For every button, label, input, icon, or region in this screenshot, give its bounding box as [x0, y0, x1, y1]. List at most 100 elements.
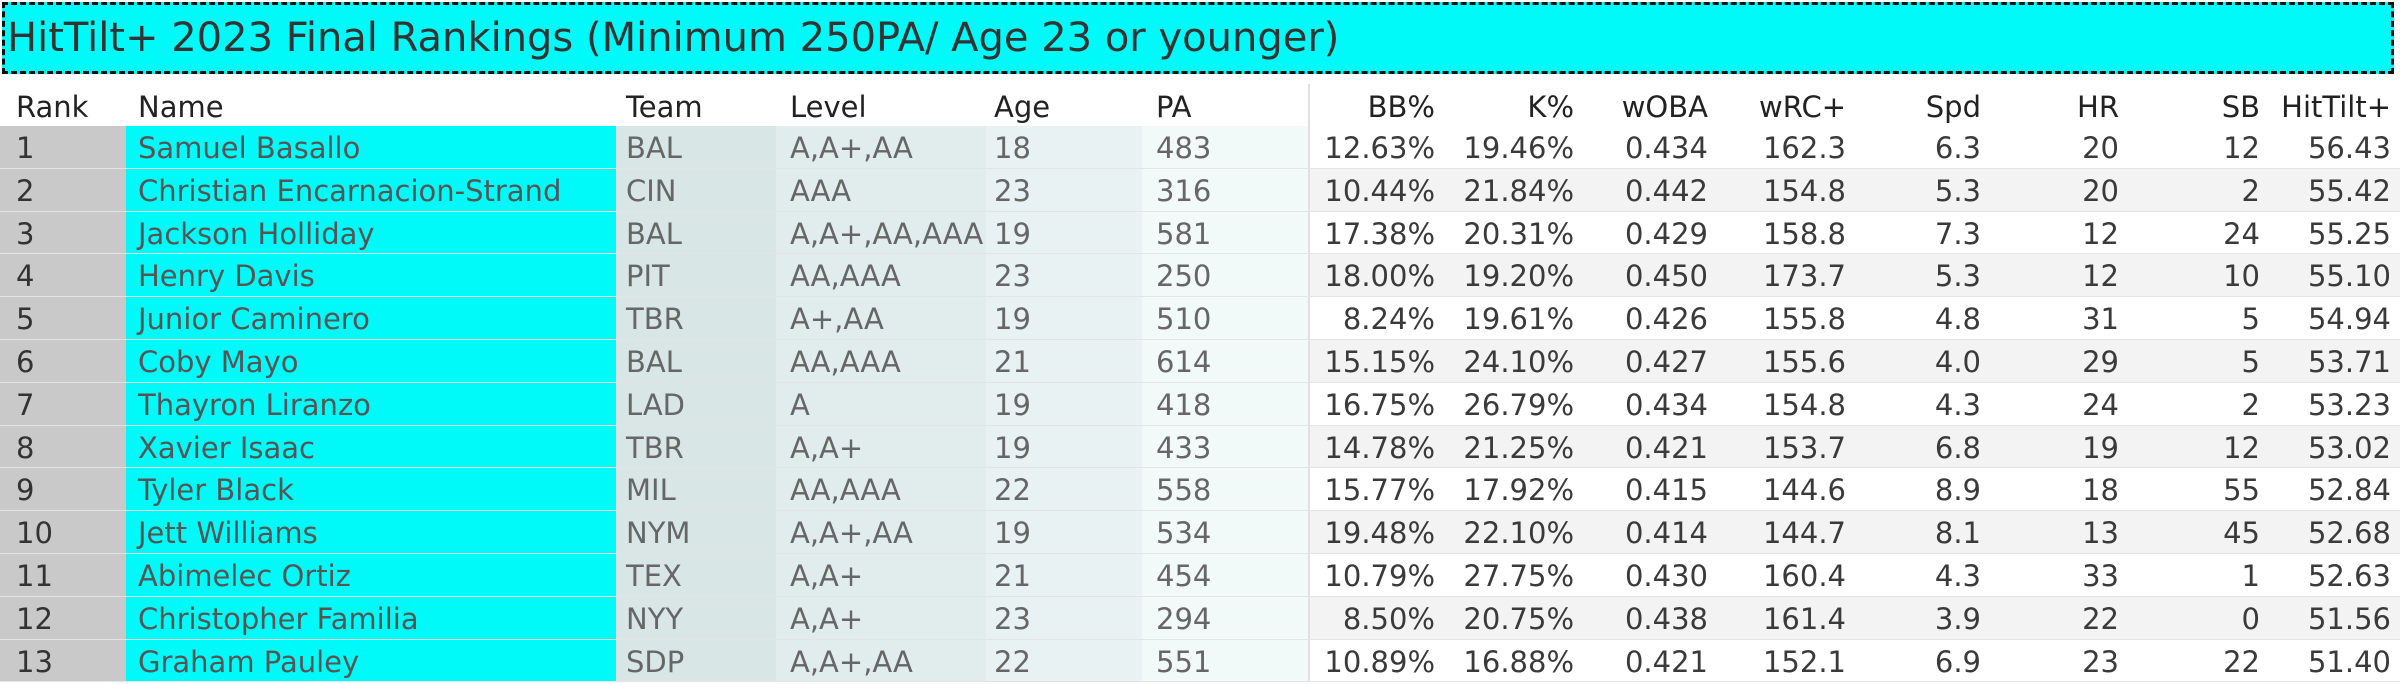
team-cell-text: CIN	[626, 173, 677, 208]
bg-level-cell	[776, 211, 986, 254]
wrc-plus-cell-text: 160.4	[1762, 558, 1846, 593]
table-row[interactable]: 5 Junior Caminero TBR A+,AA 19 510 8.24% 19.61%…	[0, 297, 2400, 340]
table-row[interactable]: 4 Henry Davis PIT AA,AAA 23 250 18.00% 19.20% 0.…	[0, 254, 2400, 298]
column-header-hittilt-plus[interactable]: HitTilt+	[2281, 90, 2391, 124]
team-cell-text: PIT	[626, 259, 670, 294]
name-cell-text: Graham Pauley	[138, 644, 360, 679]
level-cell-text: A	[790, 387, 810, 422]
woba-cell-text: 0.427	[1624, 344, 1708, 379]
bg-name-cell	[126, 254, 616, 297]
bg-stats-cell	[1310, 425, 2400, 468]
hr-cell-text: 23	[2082, 644, 2119, 679]
bg-level-cell	[776, 468, 986, 511]
bg-level-cell	[776, 339, 986, 382]
bg-level-cell	[776, 254, 986, 297]
bg-pa-cell	[1142, 168, 1308, 211]
bg-age-cell	[986, 254, 1142, 297]
table-row[interactable]: 7 Thayron Liranzo LAD A 19 418 16.75% 26.79% 0.4…	[0, 382, 2400, 426]
table-row[interactable]: 2 Christian Encarnacion-Strand CIN AAA 23 316…	[0, 168, 2400, 212]
sb-cell-text: 10	[2223, 259, 2260, 294]
column-header-wrc-plus[interactable]: wRC+	[1759, 90, 1846, 124]
woba-cell-text: 0.450	[1624, 259, 1708, 294]
table-row[interactable]: 3 Jackson Holliday BAL A,A+,AA,AAA 19 581 17.3…	[0, 211, 2400, 255]
bg-level-cell	[776, 553, 986, 596]
column-header-hr[interactable]: HR	[2077, 90, 2119, 124]
sb-cell-text: 22	[2223, 644, 2260, 679]
pa-cell-text: 510	[1156, 302, 1212, 337]
column-header-spd[interactable]: Spd	[1925, 90, 1981, 124]
level-cell-text: A,A+,AA	[790, 516, 913, 551]
column-header-k-pct[interactable]: K%	[1527, 90, 1574, 124]
team-cell-text: TEX	[626, 558, 682, 593]
title-bar[interactable]: HitTilt+ 2023 Final Rankings (Minimum 25…	[2, 2, 2394, 74]
bg-team-cell	[616, 126, 776, 168]
hr-cell-text: 20	[2082, 173, 2119, 208]
wrc-plus-cell-text: 155.8	[1762, 302, 1846, 337]
sb-cell-text: 5	[2241, 344, 2260, 379]
pa-cell-text: 558	[1156, 473, 1212, 508]
hr-cell-text: 13	[2082, 516, 2119, 551]
age-cell-text: 19	[994, 516, 1031, 551]
bg-age-cell	[986, 596, 1142, 639]
column-header-bb-pct[interactable]: BB%	[1367, 90, 1435, 124]
wrc-plus-cell-text: 161.4	[1762, 601, 1846, 636]
column-header-woba[interactable]: wOBA	[1621, 90, 1708, 124]
bg-stats-cell	[1310, 596, 2400, 639]
bg-team-cell	[616, 168, 776, 211]
bg-name-cell	[126, 639, 616, 682]
column-header-sb[interactable]: SB	[2221, 90, 2260, 124]
hittilt-plus-cell-text: 53.02	[2307, 430, 2391, 465]
bg-pa-cell	[1142, 339, 1308, 382]
bg-level-cell	[776, 297, 986, 339]
bb-pct-cell-text: 10.89%	[1324, 644, 1435, 679]
bg-name-cell	[126, 511, 616, 553]
table-row[interactable]: 12 Christopher Familia NYY A,A+ 23 294 8.50% 20…	[0, 596, 2400, 640]
bg-team-cell	[616, 511, 776, 553]
name-cell-text: Coby Mayo	[138, 344, 299, 379]
bb-pct-cell-text: 19.48%	[1324, 516, 1435, 551]
table-row[interactable]: 1 Samuel Basallo BAL A,A+,AA 18 483 12.63% 19.4…	[0, 126, 2400, 169]
column-header-team[interactable]: Team	[626, 90, 703, 124]
name-cell-text: Jett Williams	[138, 516, 318, 551]
age-cell-text: 19	[994, 216, 1031, 251]
table-row[interactable]: 10 Jett Williams NYM A,A+,AA 19 534 19.48% 22.1…	[0, 511, 2400, 554]
column-header-name[interactable]: Name	[138, 90, 224, 124]
age-cell-text: 23	[994, 601, 1031, 636]
wrc-plus-cell-text: 154.8	[1762, 387, 1846, 422]
bg-rank-cell	[0, 254, 126, 297]
column-header-pa[interactable]: PA	[1156, 90, 1192, 124]
table-row[interactable]: 13 Graham Pauley SDP A,A+,AA 22 551 10.89% 16.8…	[0, 639, 2400, 683]
table-body: 1 Samuel Basallo BAL A,A+,AA 18 483 12.63% 19.4…	[0, 126, 2400, 683]
table-row[interactable]: 9 Tyler Black MIL AA,AAA 22 558 15.77% 17.92% 0.…	[0, 468, 2400, 512]
sb-cell-text: 2	[2241, 387, 2260, 422]
k-pct-cell-text: 19.46%	[1463, 131, 1574, 165]
woba-cell-text: 0.429	[1624, 216, 1708, 251]
rank-cell-text: 10	[16, 516, 53, 551]
bg-level-cell	[776, 639, 986, 682]
bg-pa-cell	[1142, 553, 1308, 596]
bb-pct-cell-text: 16.75%	[1324, 387, 1435, 422]
team-cell-text: BAL	[626, 131, 682, 165]
wrc-plus-cell-text: 144.6	[1762, 473, 1846, 508]
bg-team-cell	[616, 297, 776, 339]
table-row[interactable]: 11 Abimelec Ortiz TEX A,A+ 21 454 10.79% 27.75%…	[0, 553, 2400, 597]
bg-team-cell	[616, 254, 776, 297]
column-header-level[interactable]: Level	[790, 90, 867, 124]
column-header-age[interactable]: Age	[994, 90, 1051, 124]
table-row[interactable]: 6 Coby Mayo BAL AA,AAA 21 614 15.15% 24.10% 0.42…	[0, 339, 2400, 383]
woba-cell-text: 0.421	[1624, 644, 1708, 679]
bg-rank-cell	[0, 168, 126, 211]
rank-cell-text: 5	[16, 302, 35, 337]
hr-cell-text: 20	[2082, 131, 2119, 165]
wrc-plus-cell-text: 152.1	[1762, 644, 1846, 679]
pa-cell-text: 483	[1156, 131, 1212, 165]
level-cell-text: A,A+,AA	[790, 644, 913, 679]
name-cell-text: Xavier Isaac	[138, 430, 315, 465]
rank-cell-text: 2	[16, 173, 35, 208]
hittilt-plus-cell-text: 56.43	[2307, 131, 2391, 165]
k-pct-cell-text: 24.10%	[1463, 344, 1574, 379]
bg-level-cell	[776, 425, 986, 468]
column-header-rank[interactable]: Rank	[16, 90, 89, 124]
hr-cell-text: 19	[2082, 430, 2119, 465]
table-row[interactable]: 8 Xavier Isaac TBR A,A+ 19 433 14.78% 21.25% 0.4…	[0, 425, 2400, 469]
